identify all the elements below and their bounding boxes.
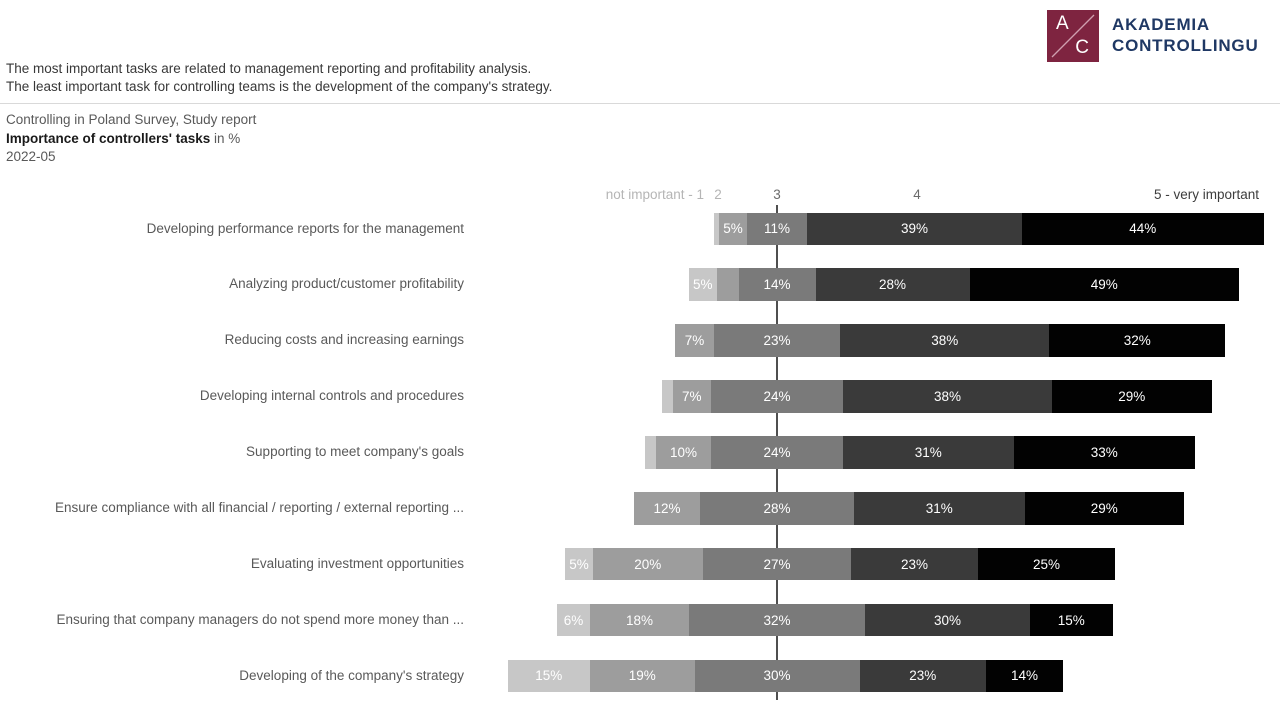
- bar-segment-rating-5-very-important: 29%: [1024, 492, 1184, 525]
- bar-segment-rating-3: 32%: [689, 603, 865, 637]
- bar-segment-rating-4: 28%: [815, 268, 970, 301]
- scale-label-5: 5 - very important: [1153, 187, 1259, 202]
- category-label: Analyzing product/customer profitability: [229, 276, 464, 292]
- bar-segment-rating-4: 38%: [840, 324, 1050, 357]
- bar-segment-rating-1-not-important: 5%: [689, 268, 717, 301]
- chart-title: Importance of controllers' tasks in %: [6, 130, 256, 149]
- scale-label-2: 2: [714, 187, 722, 202]
- category-label: Evaluating investment opportunities: [250, 555, 464, 571]
- bar-segment-rating-3: 27%: [702, 547, 852, 581]
- category-label: Supporting to meet company's goals: [246, 444, 464, 460]
- chart-title-bold: Importance of controllers' tasks: [6, 130, 211, 146]
- category-label: Ensuring that company managers do not sp…: [56, 611, 465, 627]
- scale-label-3: 3: [773, 187, 781, 202]
- logo-letter-a: A: [1056, 13, 1069, 34]
- category-label: Reducing costs and increasing earnings: [224, 332, 464, 348]
- bar-segment-rating-1-not-important: [645, 436, 656, 469]
- category-label: Developing of the company's strategy: [239, 667, 464, 683]
- key-message: The most important tasks are related to …: [6, 60, 552, 95]
- bar-segment-rating-4: 39%: [807, 212, 1022, 245]
- bar-segment-rating-1-not-important: [713, 212, 720, 245]
- bar-segment-rating-2: 7%: [675, 324, 714, 357]
- brand-name-line2: CONTROLLINGU: [1112, 36, 1259, 55]
- bar-segment-rating-5-very-important: 25%: [977, 547, 1116, 581]
- report-subtitle: Controlling in Poland Survey, Study repo…: [6, 112, 257, 127]
- bar-segment-rating-3: 24%: [711, 380, 843, 413]
- logo-letter-c: C: [1075, 37, 1089, 58]
- bar-segment-rating-3: 28%: [700, 492, 854, 525]
- bar-segment-rating-1-not-important: 6%: [557, 603, 590, 637]
- bar-segment-rating-2: 18%: [590, 603, 689, 637]
- report-date: 2022-05: [6, 149, 56, 164]
- bar-segment-rating-2: 12%: [634, 492, 700, 525]
- scale-label-4: 4: [913, 187, 921, 202]
- category-label: Developing performance reports for the m…: [146, 220, 464, 236]
- bar-segment-rating-5-very-important: 33%: [1013, 436, 1195, 469]
- category-label: Ensure compliance with all financial / r…: [55, 500, 464, 515]
- bar-segment-rating-3: 14%: [738, 268, 816, 301]
- scale-label-1: not important - 1: [605, 187, 704, 202]
- bar-segment-rating-4: 30%: [865, 603, 1030, 637]
- bar-segment-rating-3: 30%: [694, 659, 860, 693]
- brand-name-line1: AKADEMIA: [1112, 15, 1211, 34]
- bar-segment-rating-4: 31%: [843, 436, 1014, 469]
- logo-mark-icon: A C: [1047, 10, 1099, 62]
- bar-segment-rating-5-very-important: 32%: [1049, 324, 1226, 357]
- key-message-line1: The most important tasks are related to …: [6, 61, 532, 76]
- bar-segment-rating-2: [716, 268, 739, 301]
- bar-segment-rating-4: 31%: [854, 492, 1025, 525]
- header-divider: [0, 103, 1280, 104]
- bar-segment-rating-3: 23%: [713, 324, 841, 357]
- bar-segment-rating-4: 23%: [859, 659, 986, 693]
- brand-name: AKADEMIA CONTROLLINGU: [1112, 14, 1259, 56]
- chart-title-unit: in %: [210, 130, 241, 146]
- brand-logo: A C AKADEMIA CONTROLLINGU: [1047, 10, 1277, 64]
- bar-segment-rating-2: 7%: [672, 380, 711, 413]
- bar-segment-rating-5-very-important: 44%: [1021, 212, 1264, 245]
- bar-segment-rating-4: 23%: [851, 547, 978, 581]
- bar-segment-rating-5-very-important: 15%: [1030, 603, 1113, 637]
- bar-segment-rating-5-very-important: 14%: [986, 659, 1063, 693]
- bar-segment-rating-3: 24%: [711, 436, 843, 469]
- bar-segment-rating-2: 5%: [719, 212, 747, 245]
- key-message-line2: The least important task for controlling…: [6, 78, 553, 94]
- bar-segment-rating-5-very-important: 29%: [1052, 380, 1212, 413]
- bar-segment-rating-2: 20%: [592, 547, 703, 581]
- title-block: Controlling in Poland Survey, Study repo…: [6, 111, 256, 167]
- bar-segment-rating-4: 38%: [843, 380, 1052, 413]
- logo-diagonal-icon: [1051, 14, 1095, 58]
- bar-segment-rating-5-very-important: 49%: [969, 268, 1239, 301]
- bar-segment-rating-1-not-important: 15%: [507, 659, 590, 693]
- bar-segment-rating-2: 19%: [590, 659, 695, 693]
- category-label: Developing internal controls and procedu…: [199, 388, 464, 404]
- bar-segment-rating-2: 10%: [656, 436, 711, 469]
- bar-segment-rating-3: 11%: [746, 212, 808, 245]
- bar-segment-rating-1-not-important: [661, 380, 673, 413]
- bar-segment-rating-1-not-important: 5%: [565, 547, 593, 581]
